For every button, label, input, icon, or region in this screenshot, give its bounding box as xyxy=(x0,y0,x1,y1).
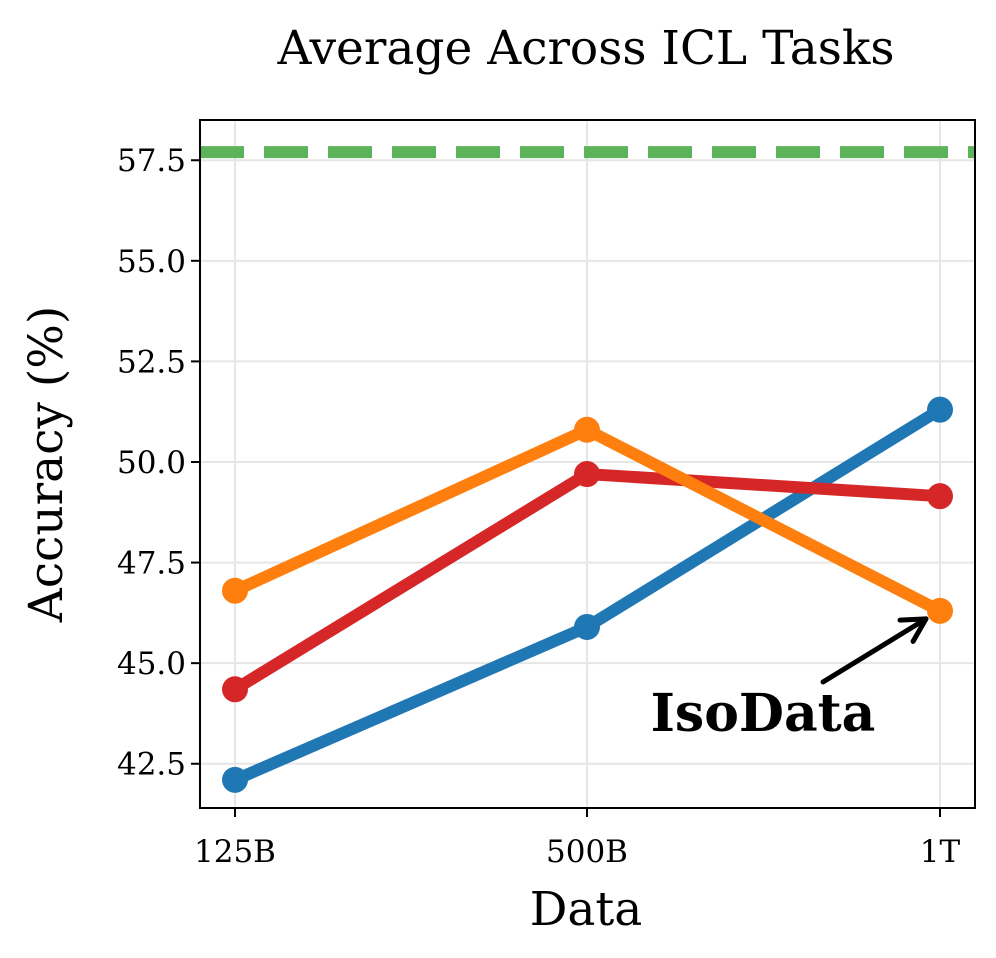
data-point-blue xyxy=(222,766,248,793)
annotation-label: IsoData xyxy=(651,683,876,744)
series-group xyxy=(222,396,953,793)
data-point-blue xyxy=(574,613,600,640)
y-tick-label: 42.5 xyxy=(117,747,186,783)
y-tick-label: 50.0 xyxy=(117,445,186,481)
data-point-orange xyxy=(222,577,248,604)
y-tick-label: 55.0 xyxy=(117,244,186,280)
data-point-orange xyxy=(574,416,600,443)
annotation-group: IsoData xyxy=(651,616,929,744)
chart-title: Average Across ICL Tasks xyxy=(276,21,894,76)
x-axis-ticks: 125B 500B 1T xyxy=(194,808,961,870)
x-tick-label: 1T xyxy=(920,834,961,870)
data-point-red xyxy=(927,483,953,510)
y-tick-label: 52.5 xyxy=(117,344,186,380)
data-point-blue xyxy=(927,396,953,423)
data-point-red xyxy=(222,676,248,703)
y-tick-label: 47.5 xyxy=(117,546,186,582)
x-tick-label: 125B xyxy=(194,834,276,870)
y-tick-label: 45.0 xyxy=(117,646,186,682)
x-axis-title: Data xyxy=(530,882,643,937)
y-axis-ticks: 42.5 45.0 47.5 50.0 52.5 55.0 57.5 xyxy=(117,143,200,783)
data-point-orange xyxy=(927,597,953,624)
y-axis-title: Accuracy (%) xyxy=(19,306,74,624)
annotation-arrow-shaft xyxy=(820,616,929,685)
annotation-arrow-head xyxy=(897,616,929,644)
y-tick-label: 57.5 xyxy=(117,143,186,179)
x-tick-label: 500B xyxy=(546,834,628,870)
data-point-red xyxy=(574,461,600,488)
